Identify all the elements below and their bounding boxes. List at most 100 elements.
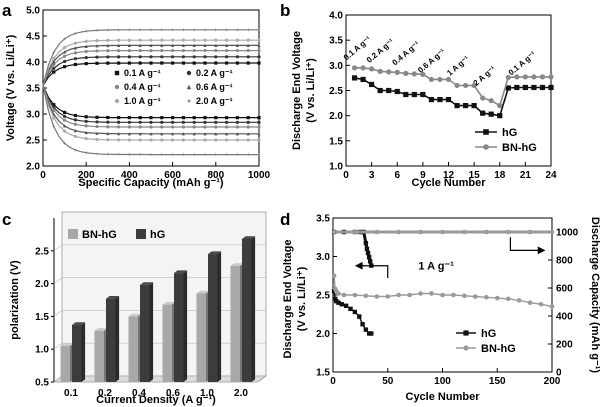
data-point — [225, 116, 229, 120]
y-tick-label: 2.5 — [35, 246, 49, 257]
legend-marker — [483, 129, 489, 135]
bar — [106, 298, 116, 382]
y-tick-label: 0.5 — [35, 378, 49, 389]
series-0.2 A g⁻¹ — [42, 55, 261, 124]
bar — [128, 316, 138, 382]
x-tick-label: 0.1 — [64, 388, 78, 399]
data-point — [368, 259, 373, 264]
data-point — [369, 331, 374, 336]
data-point — [394, 69, 400, 75]
data-point — [117, 43, 121, 48]
data-point — [160, 152, 164, 157]
data-point — [214, 38, 218, 42]
data-point — [171, 132, 175, 136]
data-point — [149, 28, 153, 32]
data-point — [394, 88, 400, 95]
data-point — [203, 132, 207, 136]
data-point — [235, 120, 239, 124]
data-point — [160, 125, 164, 129]
data-point — [106, 61, 110, 65]
data-point — [235, 152, 239, 157]
data-point — [192, 43, 196, 47]
data-point — [127, 55, 131, 59]
data-point — [257, 138, 261, 142]
bar-BN-hG-1.0 — [196, 290, 210, 382]
x-tick-label: 3 — [369, 170, 375, 181]
data-point — [505, 296, 511, 302]
data-point — [171, 152, 175, 157]
panel-letter: b — [280, 1, 290, 20]
data-point — [181, 125, 185, 129]
y-axis-label: Voltage (V vs. Li/Li⁺) — [5, 34, 17, 141]
legend-label: 1.0 A g⁻¹ — [124, 96, 161, 106]
x-tick-label: 600 — [164, 170, 181, 181]
bar-top — [208, 251, 222, 255]
legend-marker — [186, 98, 192, 104]
data-point — [235, 125, 239, 129]
x-tick-label: 9 — [420, 170, 426, 181]
data-point — [127, 38, 131, 42]
data-point — [160, 43, 164, 47]
y-tick-label: 3.0 — [26, 110, 40, 121]
data-point — [84, 62, 88, 66]
data-point — [203, 48, 207, 53]
data-point — [374, 294, 380, 299]
bar-top — [60, 343, 74, 346]
data-point — [127, 116, 131, 120]
data-point — [527, 300, 533, 306]
bar — [162, 304, 172, 382]
data-point — [246, 120, 250, 124]
data-point — [396, 292, 402, 298]
data-point — [63, 54, 67, 58]
bar-BN-hG-0.4 — [128, 313, 142, 382]
y-tick-label: 3.5 — [26, 84, 40, 95]
y-tick-label: 3.5 — [329, 36, 343, 47]
data-point — [52, 108, 56, 112]
y-tick-label: 1.0 — [35, 345, 49, 356]
legend: hG BN-hG — [475, 127, 537, 154]
data-point — [95, 120, 99, 124]
data-point — [445, 96, 452, 103]
right-y-tick-label: 600 — [556, 284, 573, 295]
data-point — [203, 125, 207, 129]
data-point — [480, 110, 486, 116]
data-point — [360, 65, 366, 71]
data-point — [149, 120, 153, 124]
data-point — [160, 48, 164, 53]
data-point — [117, 138, 121, 142]
data-point — [497, 103, 503, 109]
data-point — [257, 28, 261, 32]
y-tick-label: 5.0 — [26, 6, 40, 17]
legend-label: 0.2 A g⁻¹ — [196, 68, 233, 78]
bar — [230, 265, 240, 382]
data-point — [192, 28, 196, 32]
data-point — [257, 61, 261, 65]
data-point — [420, 91, 426, 98]
data-point — [192, 48, 196, 53]
data-point — [84, 130, 88, 135]
data-point — [203, 38, 207, 42]
data-point — [63, 129, 67, 133]
legend-label: 0.4 A g⁻¹ — [124, 82, 161, 92]
data-point — [454, 103, 460, 109]
x-tick-label: 24 — [545, 170, 557, 181]
data-point — [336, 291, 341, 296]
right-arrowhead — [537, 246, 546, 255]
data-point — [418, 291, 423, 296]
data-point — [386, 69, 392, 75]
data-point — [203, 43, 207, 47]
data-point — [138, 138, 142, 142]
data-point — [95, 55, 99, 59]
y-tick-label: 1.5 — [35, 312, 49, 323]
bar-side — [81, 322, 86, 382]
bar-side — [149, 282, 154, 382]
data-point — [516, 298, 522, 303]
bar-top — [242, 236, 256, 239]
bar-hG-0.2 — [106, 295, 120, 382]
y-tick-label: 4.5 — [26, 32, 40, 43]
x-tick-label: 6 — [394, 170, 400, 181]
data-point — [235, 38, 239, 42]
data-point — [203, 61, 207, 65]
series-BN-hG — [331, 273, 555, 309]
